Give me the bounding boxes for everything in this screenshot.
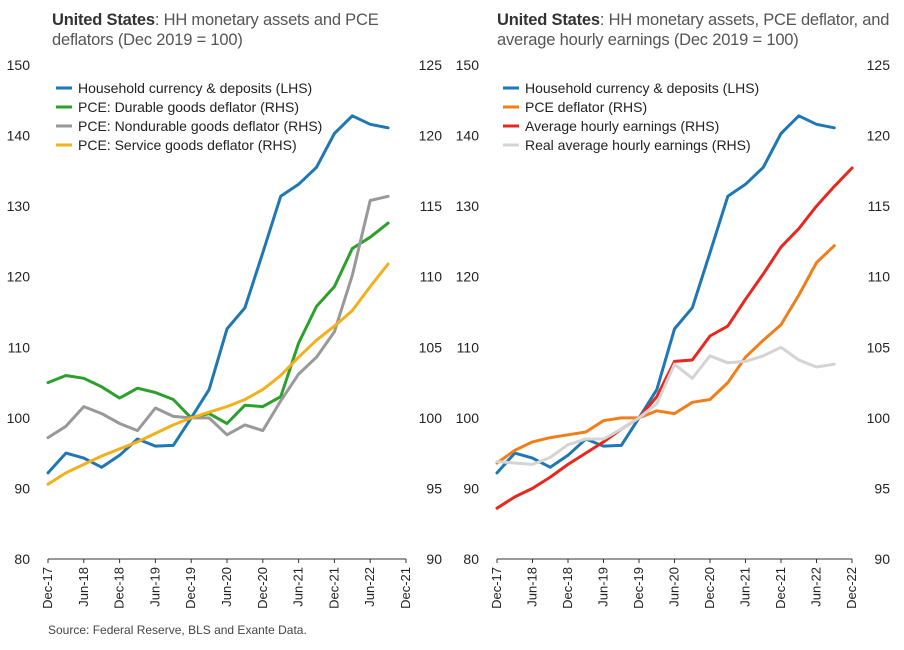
x-tick-label: Jun-19 — [147, 567, 162, 607]
x-tick-label: Dec-18 — [112, 567, 127, 609]
y-left-tick-label: 90 — [463, 480, 479, 496]
y-right-tick-label: 125 — [419, 57, 443, 73]
x-tick-label: Jun-21 — [738, 567, 753, 607]
y-right-tick-label: 105 — [419, 339, 443, 355]
right-chart-title-text: : HH monetary assets, PCE deflator, and … — [497, 11, 890, 49]
series-line-1 — [495, 244, 836, 465]
x-tick-label: Jun-18 — [525, 567, 540, 607]
x-tick-label: Jun-21 — [291, 567, 306, 607]
y-left-tick-label: 130 — [456, 198, 480, 214]
y-left-tick-label: 90 — [14, 480, 30, 496]
left-chart-title-bold: United States — [52, 11, 155, 29]
legend-label: Household currency & deposits (LHS) — [525, 80, 759, 96]
y-left-tick-label: 110 — [8, 339, 31, 355]
legend-label: PCE deflator (RHS) — [525, 99, 647, 115]
y-right-tick-label: 115 — [868, 198, 891, 214]
x-tick-label: Dec-17 — [489, 567, 504, 609]
left-chart-title: United States: HH monetary assets and PC… — [52, 10, 412, 50]
legend-label: Average hourly earnings (RHS) — [525, 118, 719, 134]
x-tick-label: Dec-18 — [560, 567, 575, 609]
x-tick-label: Jun-18 — [76, 567, 91, 607]
series-line-1 — [46, 221, 390, 425]
x-tick-label: Dec-21 — [326, 567, 341, 609]
y-left-tick-label: 130 — [7, 198, 31, 214]
legend-label: PCE: Service goods deflator (RHS) — [78, 137, 297, 153]
y-left-tick-label: 140 — [7, 128, 31, 144]
x-tick-label: Dec-19 — [183, 567, 198, 609]
series-line-3 — [495, 345, 836, 466]
y-left-tick-label: 150 — [7, 57, 31, 73]
source-note: Source: Federal Reserve, BLS and Exante … — [48, 623, 307, 637]
y-left-tick-label: 80 — [463, 551, 479, 567]
x-tick-label: Dec-20 — [255, 567, 270, 609]
x-tick-label: Jun-20 — [667, 567, 682, 607]
y-left-tick-label: 100 — [456, 410, 480, 426]
series-line-2 — [46, 194, 390, 440]
left-chart-title-text: : HH monetary assets and PCE deflators (… — [52, 11, 379, 49]
chart-right: 80 90 100 110 120 130 140 150 90 95 100 105 110 115 12… — [456, 57, 891, 609]
x-tick-label: Dec-19 — [631, 567, 646, 609]
y-right-tick-label: 105 — [867, 339, 891, 355]
y-right-tick-label: 115 — [420, 198, 443, 214]
y-right-tick-label: 120 — [419, 128, 443, 144]
y-left-tick-label: 140 — [456, 128, 480, 144]
y-right-tick-label: 90 — [874, 551, 890, 567]
right-chart-title-bold: United States — [497, 11, 600, 29]
y-left-tick-label: 120 — [456, 269, 480, 285]
x-tick-label: Dec-21 — [398, 567, 413, 609]
y-left-tick-label: 150 — [456, 57, 480, 73]
y-left-tick-label: 100 — [7, 410, 31, 426]
legend-label: PCE: Durable goods deflator (RHS) — [78, 99, 299, 115]
series-line-0 — [46, 114, 390, 475]
x-tick-label: Jun-22 — [362, 567, 377, 607]
y-right-tick-label: 110 — [420, 269, 443, 285]
chart-left: 80 90 100 110 120 130 140 150 90 95 100 105 110 115 12… — [7, 57, 443, 609]
y-right-tick-label: 95 — [426, 480, 442, 496]
x-tick-label: Dec-17 — [40, 567, 55, 609]
x-tick-label: Jun-19 — [596, 567, 611, 607]
series-line-0 — [495, 114, 836, 475]
x-tick-label: Dec-20 — [702, 567, 717, 609]
y-right-tick-label: 110 — [868, 269, 891, 285]
series-line-2 — [495, 166, 854, 510]
series-line-3 — [46, 262, 390, 486]
y-right-tick-label: 100 — [419, 410, 443, 426]
x-tick-label: Dec-22 — [844, 567, 859, 609]
y-right-tick-label: 120 — [867, 128, 891, 144]
y-right-tick-label: 125 — [867, 57, 891, 73]
legend-label: PCE: Nondurable goods deflator (RHS) — [78, 118, 322, 134]
x-tick-label: Jun-22 — [809, 567, 824, 607]
legend-label: Real average hourly earnings (RHS) — [525, 137, 751, 153]
legend-label: Household currency & deposits (LHS) — [78, 80, 312, 96]
y-left-tick-label: 120 — [7, 269, 31, 285]
right-chart-title: United States: HH monetary assets, PCE d… — [497, 10, 897, 50]
x-tick-label: Dec-21 — [773, 567, 788, 609]
y-right-tick-label: 90 — [426, 551, 442, 567]
x-tick-label: Jun-20 — [219, 567, 234, 607]
y-right-tick-label: 100 — [867, 410, 891, 426]
y-right-tick-label: 95 — [874, 480, 890, 496]
y-left-tick-label: 80 — [14, 551, 30, 567]
y-left-tick-label: 110 — [457, 339, 480, 355]
